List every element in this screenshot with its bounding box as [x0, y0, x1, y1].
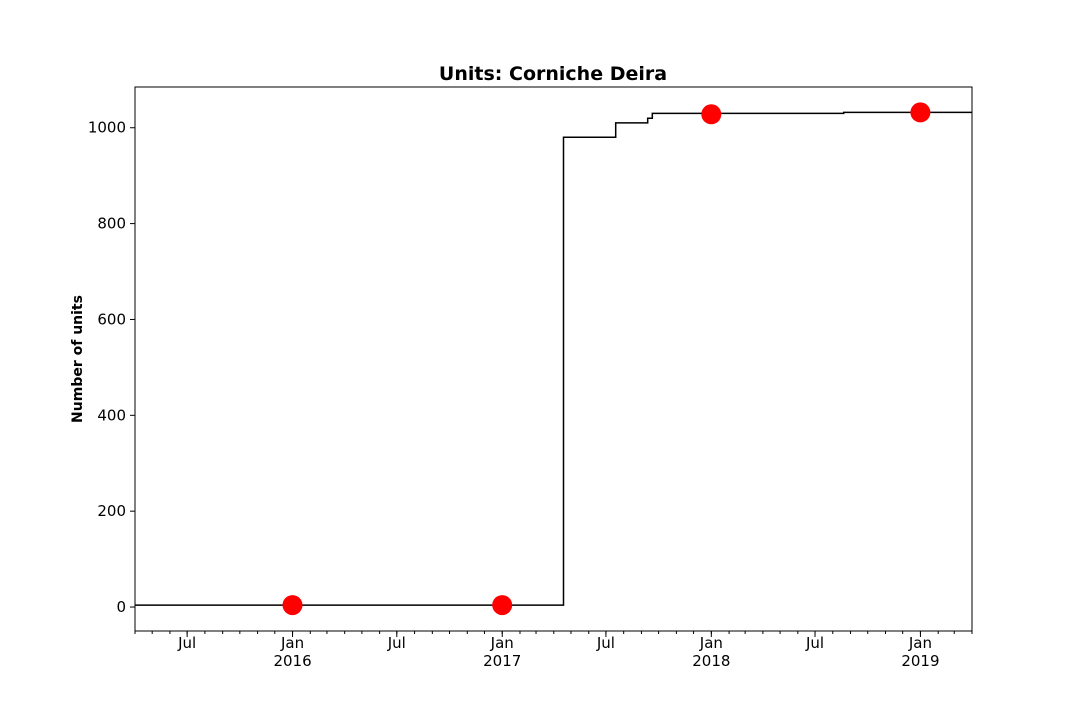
marks-layer [135, 102, 972, 616]
y-tick-label: 0 [116, 598, 126, 616]
x-tick-label: Jan [490, 634, 514, 652]
x-tick-year-label: 2017 [483, 652, 521, 670]
y-tick-label: 800 [97, 215, 126, 233]
x-tick-label: Jul [805, 634, 824, 652]
x-tick-label: Jul [387, 634, 406, 652]
data-point-marker [282, 595, 303, 616]
x-tick-label: Jan [699, 634, 723, 652]
data-point-marker [492, 595, 513, 616]
y-tick-label: 1000 [88, 119, 126, 137]
series-step-line [135, 111, 972, 606]
x-tick-year-label: 2016 [273, 652, 311, 670]
x-tick-label: Jan [908, 634, 932, 652]
data-point-marker [910, 102, 931, 123]
y-tick-label: 600 [97, 310, 126, 328]
chart-title: Units: Corniche Deira [439, 63, 667, 85]
y-axis-title: Number of units [70, 295, 86, 423]
x-tick-label: Jan [280, 634, 304, 652]
data-point-marker [701, 104, 722, 125]
x-tick-label: Jul [177, 634, 196, 652]
y-tick-label: 200 [97, 502, 126, 520]
x-tick-label: Jul [596, 634, 615, 652]
x-tick-year-label: 2019 [901, 652, 939, 670]
x-tick-year-label: 2018 [692, 652, 730, 670]
y-tick-label: 400 [97, 406, 126, 424]
